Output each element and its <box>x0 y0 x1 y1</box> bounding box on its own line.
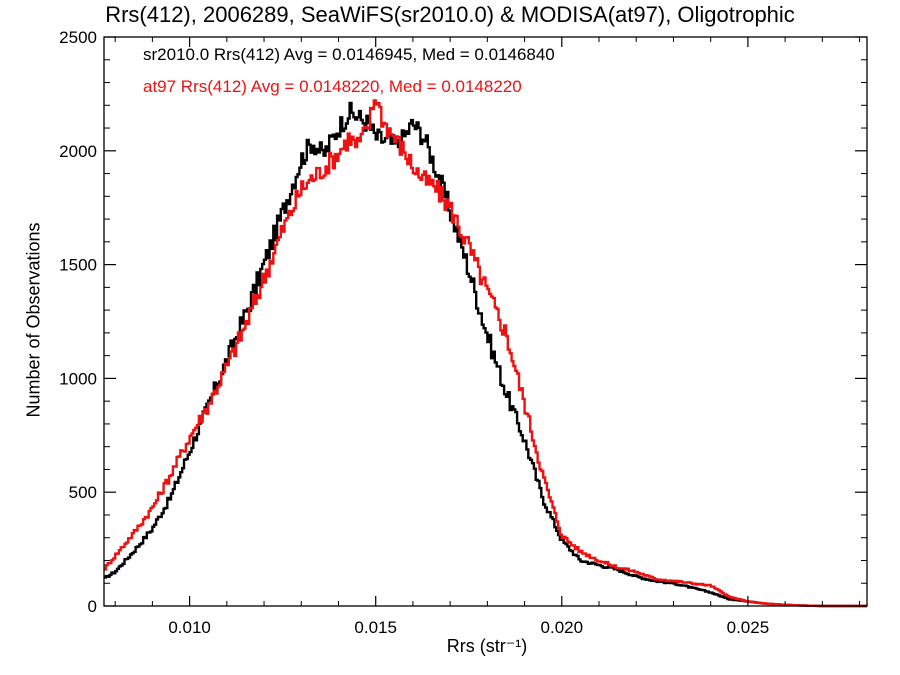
tick-layer: 0.010 0.015 0.020 0.025 0 500 1000 1500 2000 2500 <box>59 28 867 637</box>
y-tick-label: 500 <box>69 483 97 502</box>
x-axis-label: Rrs (str⁻¹) <box>446 636 528 656</box>
y-tick-label: 2000 <box>59 142 97 161</box>
chart-title: Rrs(412), 2006289, SeaWiFS(sr2010.0) & M… <box>105 2 795 27</box>
stats-annotation-at97: at97 Rrs(412) Avg = 0.0148220, Med = 0.0… <box>143 77 522 96</box>
x-tick-label: 0.020 <box>541 618 584 637</box>
y-axis-label: Number of Observations <box>23 222 44 418</box>
series-layer <box>104 99 867 608</box>
plot-frame <box>103 36 868 607</box>
series-line-1 <box>104 99 867 608</box>
y-tick-label: 1500 <box>59 256 97 275</box>
stats-annotation-sr2010: sr2010.0 Rrs(412) Avg = 0.0146945, Med =… <box>143 45 555 64</box>
y-tick-label: 0 <box>88 597 97 616</box>
x-tick-label: 0.010 <box>168 618 211 637</box>
series-line-0 <box>104 101 867 608</box>
x-tick-label: 0.015 <box>354 618 397 637</box>
x-tick-label: 0.025 <box>727 618 770 637</box>
y-tick-label: 2500 <box>59 28 97 47</box>
y-tick-label: 1000 <box>59 369 97 388</box>
